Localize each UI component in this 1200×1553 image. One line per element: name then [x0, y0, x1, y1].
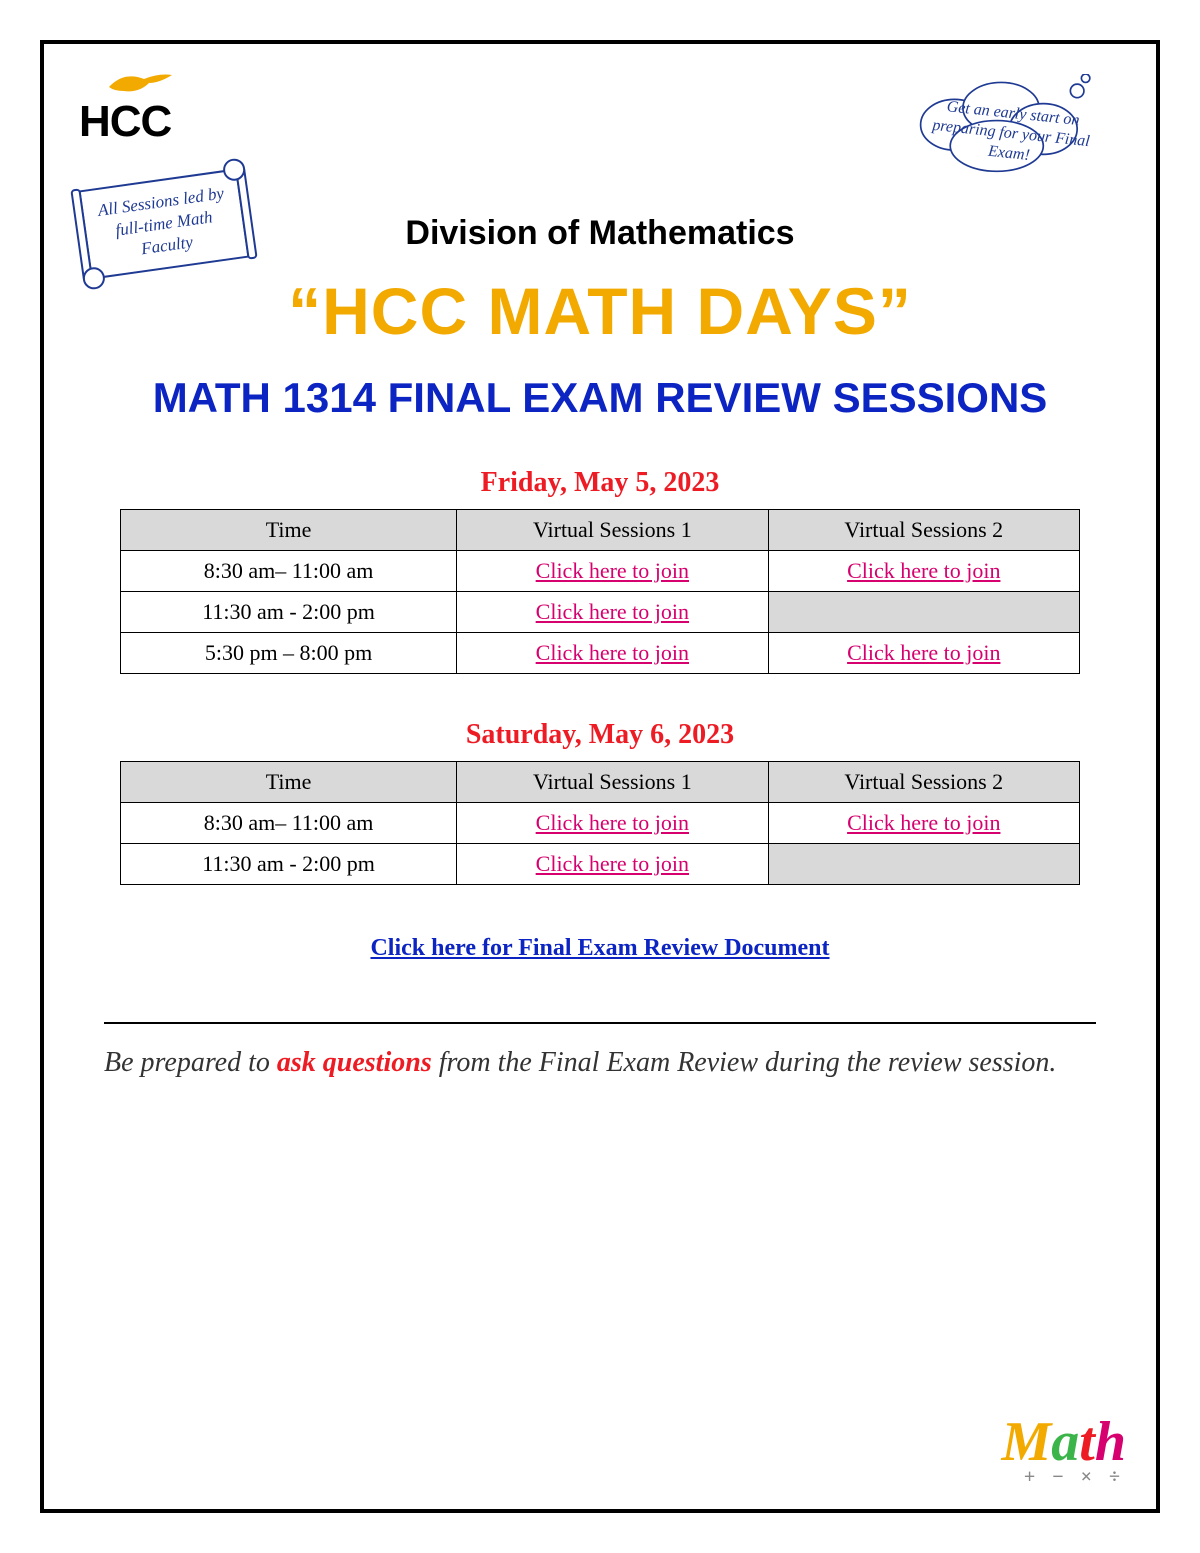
join-link[interactable]: Click here to join: [847, 810, 1000, 835]
table-row: 5:30 pm – 8:00 pm Click here to join Click…: [121, 633, 1080, 674]
empty-cell: [768, 592, 1079, 633]
divider: [104, 1022, 1096, 1024]
note-post: from the Final Exam Review during the re…: [432, 1047, 1057, 1078]
note-pre: Be prepared to: [104, 1047, 277, 1078]
session-cell: Click here to join: [457, 803, 768, 844]
table-row: 8:30 am– 11:00 am Click here to join Click…: [121, 551, 1080, 592]
join-link[interactable]: Click here to join: [847, 640, 1000, 665]
day2-table: Time Virtual Sessions 1 Virtual Sessions…: [120, 761, 1080, 885]
col-session2: Virtual Sessions 2: [768, 510, 1079, 551]
col-session1: Virtual Sessions 1: [457, 762, 768, 803]
time-cell: 8:30 am– 11:00 am: [121, 551, 457, 592]
sub-title: MATH 1314 FINAL EXAM REVIEW SESSIONS: [74, 374, 1126, 422]
col-time: Time: [121, 762, 457, 803]
time-cell: 8:30 am– 11:00 am: [121, 803, 457, 844]
eagle-icon: [104, 69, 174, 97]
day2-heading: Saturday, May 6, 2023: [74, 719, 1126, 751]
day1-heading: Friday, May 5, 2023: [74, 467, 1126, 499]
col-session2: Virtual Sessions 2: [768, 762, 1079, 803]
session-cell: Click here to join: [457, 592, 768, 633]
review-doc-link[interactable]: Click here for Final Exam Review Documen…: [370, 935, 829, 961]
thought-bubble: Get an early start on preparing for your…: [896, 74, 1126, 204]
session-cell: Click here to join: [457, 551, 768, 592]
join-link[interactable]: Click here to join: [847, 558, 1000, 583]
session-cell: Click here to join: [768, 803, 1079, 844]
session-cell: Click here to join: [457, 633, 768, 674]
join-link[interactable]: Click here to join: [536, 599, 689, 624]
prep-note: Be prepared to ask questions from the Fi…: [104, 1044, 1096, 1082]
table-row: 11:30 am - 2:00 pm Click here to join: [121, 592, 1080, 633]
note-highlight: ask questions: [277, 1047, 432, 1078]
time-cell: 11:30 am - 2:00 pm: [121, 592, 457, 633]
session-cell: Click here to join: [768, 633, 1079, 674]
join-link[interactable]: Click here to join: [536, 810, 689, 835]
empty-cell: [768, 844, 1079, 885]
day1-table: Time Virtual Sessions 1 Virtual Sessions…: [120, 509, 1080, 674]
main-title: “HCC MATH DAYS”: [74, 273, 1126, 349]
table-row: 11:30 am - 2:00 pm Click here to join: [121, 844, 1080, 885]
time-cell: 5:30 pm – 8:00 pm: [121, 633, 457, 674]
hcc-logo: HCC: [79, 69, 174, 147]
scroll-text: All Sessions led by full-time Math Facul…: [88, 181, 240, 267]
logo-text: HCC: [79, 97, 171, 146]
col-time: Time: [121, 510, 457, 551]
join-link[interactable]: Click here to join: [536, 558, 689, 583]
table-row: 8:30 am– 11:00 am Click here to join Click…: [121, 803, 1080, 844]
scroll-callout: All Sessions led by full-time Math Facul…: [79, 168, 250, 279]
math-art-icon: Math + − × ÷: [1001, 1410, 1126, 1489]
session-cell: Click here to join: [768, 551, 1079, 592]
join-link[interactable]: Click here to join: [536, 640, 689, 665]
time-cell: 11:30 am - 2:00 pm: [121, 844, 457, 885]
session-cell: Click here to join: [457, 844, 768, 885]
join-link[interactable]: Click here to join: [536, 851, 689, 876]
col-session1: Virtual Sessions 1: [457, 510, 768, 551]
